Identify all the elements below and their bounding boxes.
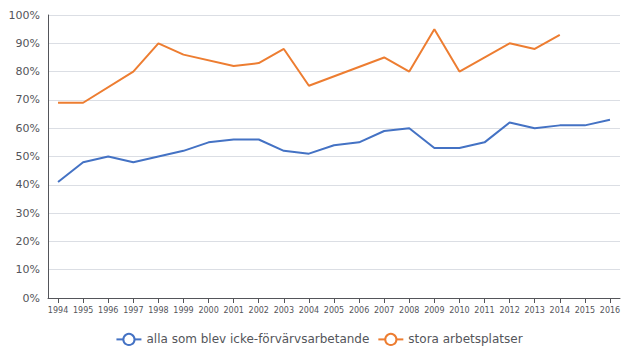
svg-text:1996: 1996 (98, 306, 118, 315)
svg-text:1997: 1997 (123, 306, 143, 315)
svg-text:stora arbetsplatser: stora arbetsplatser (408, 332, 522, 346)
svg-text:1998: 1998 (148, 306, 168, 315)
svg-text:10%: 10% (16, 263, 40, 276)
svg-text:2002: 2002 (249, 306, 269, 315)
svg-text:2004: 2004 (299, 306, 319, 315)
svg-text:100%: 100% (9, 9, 40, 22)
svg-text:2014: 2014 (550, 306, 570, 315)
svg-text:2007: 2007 (374, 306, 394, 315)
svg-text:50%: 50% (16, 150, 40, 163)
svg-text:2009: 2009 (424, 306, 444, 315)
svg-text:80%: 80% (16, 65, 40, 78)
svg-text:40%: 40% (16, 178, 40, 191)
svg-text:2005: 2005 (324, 306, 344, 315)
svg-text:2012: 2012 (499, 306, 519, 315)
svg-text:2003: 2003 (274, 306, 294, 315)
svg-text:2008: 2008 (399, 306, 419, 315)
svg-text:20%: 20% (16, 235, 40, 248)
svg-text:alla som blev icke-förvärvsarb: alla som blev icke-förvärvsarbetande (146, 332, 369, 346)
svg-text:2015: 2015 (575, 306, 595, 315)
svg-text:2016: 2016 (600, 306, 620, 315)
svg-text:2001: 2001 (223, 306, 243, 315)
svg-text:70%: 70% (16, 93, 40, 106)
svg-text:2011: 2011 (474, 306, 494, 315)
svg-text:1999: 1999 (173, 306, 193, 315)
svg-text:2010: 2010 (449, 306, 469, 315)
svg-text:0%: 0% (23, 292, 40, 305)
svg-text:1995: 1995 (73, 306, 93, 315)
svg-text:60%: 60% (16, 122, 40, 135)
svg-text:2013: 2013 (525, 306, 545, 315)
svg-text:30%: 30% (16, 207, 40, 220)
svg-text:2006: 2006 (349, 306, 369, 315)
svg-text:2000: 2000 (198, 306, 218, 315)
svg-text:1994: 1994 (48, 306, 68, 315)
svg-text:90%: 90% (16, 37, 40, 50)
